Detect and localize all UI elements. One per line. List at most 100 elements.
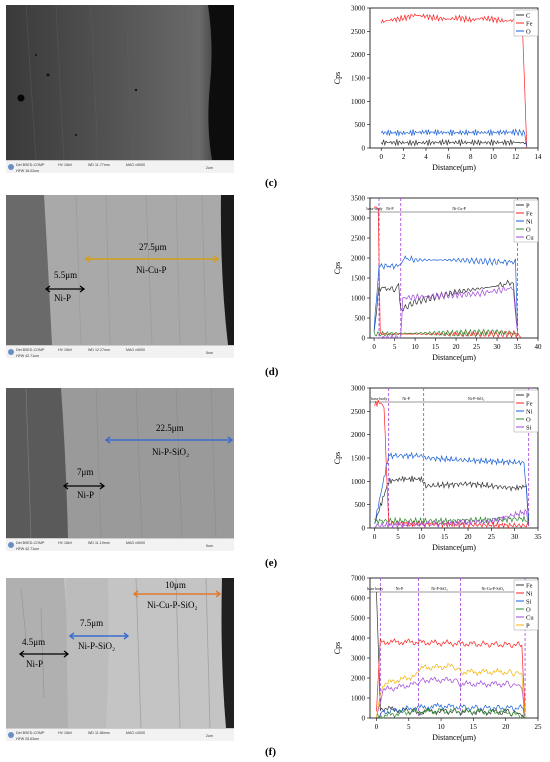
- wd-text: WD 11.77mm: [88, 163, 110, 167]
- y-tick-label: 500: [355, 315, 366, 323]
- sem-info-bar: Det BSED-COMP HV 15kV WD 11.77mm MAG x50…: [6, 160, 234, 173]
- x-tick-label: 30: [511, 533, 519, 541]
- instrument-logo-icon: [8, 542, 14, 548]
- x-tick-label: 5: [396, 533, 400, 541]
- series-line-ni: [374, 451, 530, 524]
- detector-text: Det BSED-COMP: [16, 163, 45, 167]
- hfw-text: HFW 42.71um: [16, 547, 40, 551]
- wd-text: WD 12.27mm: [88, 348, 110, 352]
- x-tick-label: 20: [453, 343, 461, 351]
- y-tick-label: 7000: [351, 575, 366, 583]
- annotation-ni-p-sio2-layer: Ni-P-SiO₂: [152, 447, 190, 457]
- legend-label: Ni: [526, 591, 533, 598]
- legend-label: Fe: [526, 211, 533, 218]
- x-tick-label: 25: [473, 343, 481, 351]
- x-axis-label: Distance(μm): [432, 733, 476, 742]
- annotation-ni-cu-p-thickness: 27.5μm: [139, 242, 167, 252]
- y-axis-label: Cps: [333, 452, 342, 464]
- x-tick-label: 40: [535, 343, 543, 351]
- y-tick-label: 3000: [351, 385, 366, 393]
- voltage-text: HV 15kV: [58, 731, 73, 735]
- y-tick-label: 2000: [351, 255, 366, 263]
- scale-bar-text: 2um: [206, 166, 213, 170]
- y-tick-label: 1000: [351, 478, 366, 486]
- scale-bar-text: 5um: [206, 544, 213, 548]
- legend-label: Si: [526, 425, 532, 432]
- x-tick-label: 0: [379, 153, 383, 161]
- x-tick-label: 10: [490, 153, 498, 161]
- y-tick-label: 2000: [351, 431, 366, 439]
- y-tick-label: 6000: [351, 595, 366, 603]
- detector-text: Det BSED-COMP: [16, 541, 45, 545]
- series-line-fe: [373, 206, 522, 339]
- annotation-ni-p-layer: Ni-P: [77, 490, 95, 500]
- y-tick-label: 1000: [351, 98, 366, 106]
- sem-micrograph: 22.5μm Ni-P-SiO₂ 7μm Ni-P Det BSED-COMP …: [6, 388, 234, 551]
- region-label: base body: [367, 586, 383, 591]
- hfw-text: HFW 16.02um: [16, 169, 40, 173]
- series-line-si: [376, 702, 526, 719]
- series-line-p: [373, 279, 518, 333]
- annotation-ni-p-thickness: 5.5μm: [54, 270, 78, 280]
- x-tick-label: 15: [432, 343, 440, 351]
- y-tick-label: 2000: [351, 675, 366, 683]
- sem-info-bar: Det BSED-COMP HV 15kV WD 12.27mm MAG x50…: [6, 345, 234, 358]
- panel-label: (f): [265, 746, 276, 758]
- y-tick-label: 0: [362, 715, 366, 723]
- y-tick-label: 3000: [351, 5, 366, 13]
- eds-line-scan-chart: 0 5 10 15 20 25 30 35 40 0 500 1000 1500 2000 2500 3000…: [333, 195, 543, 363]
- y-tick-label: 500: [355, 501, 366, 509]
- y-tick-label: 1000: [351, 695, 366, 703]
- series-line-fe: [380, 13, 528, 149]
- plot-frame: [369, 197, 539, 339]
- x-tick-label: 10: [412, 343, 420, 351]
- x-tick-label: 35: [514, 343, 522, 351]
- y-tick-label: 0: [362, 145, 366, 153]
- legend-label: Si: [526, 599, 532, 606]
- region-label: Ni-P: [402, 396, 410, 401]
- y-tick-label: 3000: [351, 655, 366, 663]
- y-tick-label: 2000: [351, 51, 366, 59]
- legend-label: C: [526, 13, 530, 20]
- detector-text: Det BSED-COMP: [16, 348, 45, 352]
- series-line-o: [376, 707, 526, 719]
- sem-micrograph: 10μm Ni-Cu-P-SiO₂ 7.5μm Ni-P-SiO₂ 4.5μm …: [6, 578, 234, 741]
- panel-label: (c): [265, 177, 278, 189]
- annotation-ni-p-sio2-thickness: 7.5μm: [80, 618, 104, 628]
- x-tick-label: 8: [469, 153, 473, 161]
- detector-text: Det BSED-COMP: [16, 731, 45, 735]
- annotation-ni-cu-p-sio2-thickness: 10μm: [165, 580, 186, 590]
- legend-label: Ni: [526, 409, 533, 416]
- series-line-ni: [376, 638, 526, 713]
- instrument-logo-icon: [8, 732, 14, 738]
- x-tick-label: 5: [407, 723, 411, 731]
- x-tick-label: 25: [535, 723, 543, 731]
- legend-label: Fe: [526, 401, 533, 408]
- x-tick-label: 15: [441, 533, 449, 541]
- series-line-fe: [376, 591, 526, 719]
- annotation-ni-cu-p-layer: Ni-Cu-P: [136, 265, 167, 275]
- x-tick-label: 14: [535, 153, 543, 161]
- annotation-ni-p-sio2-layer: Ni-P-SiO₂: [78, 641, 116, 651]
- annotation-ni-p-layer: Ni-P: [54, 293, 72, 303]
- legend-label: Fe: [526, 21, 533, 28]
- legend-label: O: [526, 29, 531, 36]
- series-line-cu: [376, 676, 526, 718]
- eds-line-scan-chart: 0 5 10 15 20 25 0 1000 2000 3000 4000 5000 6000 7000 D…: [333, 575, 543, 743]
- plot-frame: [369, 387, 539, 529]
- y-axis-label: Cps: [333, 72, 342, 84]
- y-tick-label: 3000: [351, 215, 366, 223]
- y-tick-label: 500: [355, 121, 366, 129]
- x-tick-label: 4: [424, 153, 428, 161]
- eds-line-scan-chart: 0 5 10 15 20 25 30 35 0 500 1000 1500 2000 2500 3000 Di…: [333, 385, 542, 553]
- hfw-text: HFW 42.71um: [16, 354, 40, 358]
- series-line-o: [380, 128, 528, 147]
- region-label: Ni-P-SiO₂: [431, 586, 448, 591]
- y-tick-label: 3500: [351, 195, 366, 203]
- series-line-o: [373, 328, 518, 338]
- x-tick-label: 10: [418, 533, 426, 541]
- sem-micrograph: Det BSED-COMP HV 15kV WD 11.77mm MAG x50…: [6, 5, 234, 173]
- y-tick-label: 1500: [351, 75, 366, 83]
- annotation-ni-cu-p-sio2-layer: Ni-Cu-P-SiO₂: [147, 600, 198, 610]
- x-tick-label: 25: [488, 533, 496, 541]
